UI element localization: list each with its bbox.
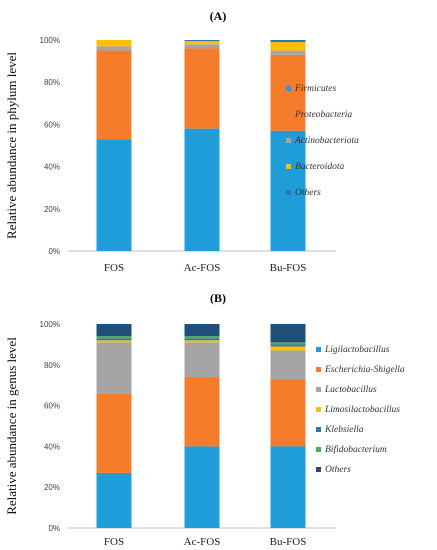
chart2-category-label: FOS — [104, 536, 124, 548]
chart1-bar-segment — [184, 48, 220, 129]
chart1-category-label: Ac-FOS — [184, 262, 221, 274]
chart2-bar-segment — [96, 336, 132, 339]
chart2-bar-segment — [96, 340, 132, 343]
chart2-bar-segment — [184, 338, 220, 341]
chart1-legend-label: Others — [295, 188, 321, 198]
chart1-legend-label: Bacteroidota — [295, 162, 344, 172]
chart1-bar-segment — [270, 50, 306, 55]
chart1-legend-label: Proteobacteria — [294, 110, 352, 120]
chart2-legend-label: Ligilactobacillus — [324, 345, 390, 355]
chart2-bar-segment — [270, 346, 306, 351]
chart2-panel-label: (B) — [210, 291, 226, 305]
chart2-legend-label: Limosilactobacillus — [324, 405, 400, 415]
chart1-bar-segment — [184, 128, 220, 251]
chart2-bar-segment — [184, 446, 220, 528]
chart2-bar-segment — [184, 342, 220, 378]
chart2-bar-segment — [96, 324, 132, 337]
chart1-y-tick-label: 80% — [44, 78, 60, 87]
chart1-y-tick-label: 100% — [40, 36, 60, 45]
chart2-y-tick-label: 60% — [44, 402, 60, 411]
chart2-bar-segment — [96, 342, 132, 394]
chart2-bar-segment — [270, 324, 306, 343]
chart2-y-tick-label: 0% — [48, 524, 60, 533]
chart1-y-tick-label: 0% — [48, 247, 60, 256]
chart2-bar-segment — [184, 324, 220, 337]
chart1-bar-segment — [96, 50, 132, 140]
chart1-legend-swatch — [286, 164, 291, 169]
chart2-y-tick-label: 100% — [40, 320, 60, 329]
chart2-bar-segment — [184, 377, 220, 447]
chart2-bar-segment — [270, 344, 306, 347]
chart1-bar-segment — [270, 40, 306, 43]
chart2-category-label: Ac-FOS — [184, 536, 221, 548]
chart2-legend-swatch — [316, 347, 321, 352]
chart1-bar-segment — [270, 54, 306, 131]
chart1-y-tick-label: 60% — [44, 120, 60, 129]
chart1-bar-segment — [270, 42, 306, 51]
chart2-bar-segment — [96, 393, 132, 473]
chart2-bar-segment — [270, 446, 306, 528]
chart2-y-tick-label: 20% — [44, 483, 60, 492]
chart2-bar-segment — [270, 379, 306, 447]
chart2-legend-swatch — [316, 467, 321, 472]
chart2-legend-swatch — [316, 387, 321, 392]
chart1-legend-swatch — [286, 138, 291, 143]
chart1-legend-label: Actinobacteriota — [294, 136, 359, 146]
chart2-legend-label: Others — [325, 465, 351, 475]
chart2-bar-segment — [96, 472, 132, 528]
chart2-legend-label: Bifidobacterium — [325, 444, 387, 455]
chart2-y-axis-label: Relative abundance in genus level — [4, 337, 19, 515]
chart2-bar-segment — [96, 338, 132, 341]
chart2-legend-swatch — [316, 407, 321, 412]
chart1-y-axis-label: Relative abundance in phylum level — [4, 52, 19, 239]
chart1-legend-swatch — [286, 190, 291, 195]
chart2-legend-swatch — [316, 427, 321, 432]
chart1-bar-segment — [96, 46, 132, 51]
chart1-bar-segment — [184, 41, 220, 45]
chart2-bar-segment — [270, 350, 306, 380]
chart2-bar-segment — [270, 342, 306, 345]
chart1-category-label: FOS — [104, 262, 124, 274]
chart1-legend-label: Firmicutes — [294, 84, 336, 94]
chart1-panel-label: (A) — [210, 9, 227, 23]
chart2-legend-swatch — [316, 367, 321, 372]
chart1-bar-segment — [96, 139, 132, 251]
chart1-bar-segment — [184, 40, 220, 42]
chart2-legend-swatch — [316, 447, 321, 452]
chart2-category-label: Bu-FOS — [270, 536, 307, 548]
chart2-legend-label: Escherichia-Shigella — [324, 365, 405, 375]
chart2-y-tick-label: 40% — [44, 442, 60, 451]
chart1-bar-segment — [184, 44, 220, 49]
chart1-y-tick-label: 40% — [44, 163, 60, 172]
chart1-legend-swatch — [286, 112, 291, 117]
chart2-bar-segment — [184, 340, 220, 343]
chart2-legend-label: Klebsiella — [324, 425, 364, 435]
chart1-bar-segment — [96, 40, 132, 47]
chart2-bar-segment — [184, 336, 220, 339]
chart2-legend-label: Lactobacillus — [324, 385, 377, 395]
chart1-category-label: Bu-FOS — [270, 262, 307, 274]
chart1-legend-swatch — [286, 86, 291, 91]
chart2-y-tick-label: 80% — [44, 361, 60, 370]
chart1-y-tick-label: 20% — [44, 205, 60, 214]
